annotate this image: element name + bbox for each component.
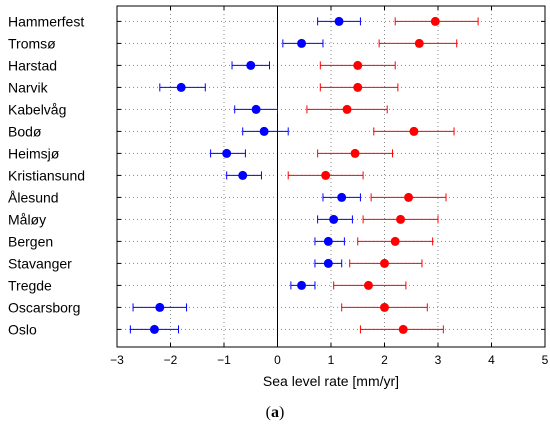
data-point bbox=[238, 170, 248, 180]
station-label: Narvik bbox=[8, 79, 49, 95]
data-point bbox=[222, 148, 232, 158]
x-tick-label: 2 bbox=[381, 353, 388, 367]
station-label: Hammerfest bbox=[8, 13, 84, 29]
data-point bbox=[398, 324, 408, 334]
data-point bbox=[323, 258, 333, 268]
station-label: Kabelvåg bbox=[8, 101, 66, 117]
x-tick-label: −2 bbox=[164, 353, 178, 367]
x-tick-label: −3 bbox=[110, 353, 124, 367]
data-point bbox=[297, 280, 307, 290]
data-point bbox=[149, 324, 159, 334]
subfigure-letter: a bbox=[271, 404, 279, 421]
x-tick-label: 3 bbox=[435, 353, 442, 367]
data-point bbox=[246, 60, 256, 70]
station-label: Oscarsborg bbox=[8, 299, 80, 315]
station-label: Bodø bbox=[8, 123, 42, 139]
station-label: Tregde bbox=[8, 277, 52, 293]
x-tick-label: 4 bbox=[488, 353, 495, 367]
grid bbox=[117, 6, 545, 347]
data-point bbox=[404, 192, 414, 202]
data-point bbox=[353, 82, 363, 92]
data-point bbox=[297, 38, 307, 48]
data-point bbox=[176, 82, 186, 92]
x-tick-label: −1 bbox=[217, 353, 231, 367]
station-label: Ålesund bbox=[8, 189, 59, 205]
station-label: Kristiansund bbox=[8, 167, 85, 183]
station-label: Stavanger bbox=[8, 255, 72, 271]
station-label: Måløy bbox=[8, 211, 46, 227]
data-point bbox=[323, 236, 333, 246]
data-point bbox=[390, 236, 400, 246]
station-label: Harstad bbox=[8, 57, 57, 73]
station-label: Heimsjø bbox=[8, 145, 60, 161]
data-point bbox=[363, 280, 373, 290]
subfigure-caption: (a) bbox=[265, 404, 285, 421]
data-point bbox=[251, 104, 261, 114]
data-point bbox=[155, 302, 165, 312]
series-layer bbox=[129, 16, 479, 334]
data-point bbox=[329, 214, 339, 224]
data-point bbox=[334, 16, 344, 26]
data-point bbox=[321, 170, 331, 180]
x-tick-label: 1 bbox=[328, 353, 335, 367]
station-label: Oslo bbox=[8, 321, 37, 337]
data-point bbox=[342, 104, 352, 114]
data-point bbox=[350, 148, 360, 158]
data-point bbox=[259, 126, 269, 136]
errorbar-chart: Hammerfest Tromsø Harstad Narvik Kabelvåg Bod… bbox=[8, 5, 549, 389]
data-point bbox=[396, 214, 406, 224]
data-point bbox=[414, 38, 424, 48]
series-0 bbox=[129, 16, 361, 334]
data-point bbox=[380, 302, 389, 312]
data-point bbox=[337, 192, 347, 202]
data-point bbox=[380, 258, 389, 268]
y-tick-labels: Hammerfest Tromsø Harstad Narvik Kabelvåg Bod… bbox=[8, 13, 545, 337]
x-tick-labels: −3 −2 −1 0 1 2 3 4 5 bbox=[110, 6, 549, 367]
data-point bbox=[353, 60, 363, 70]
x-tick-label: 5 bbox=[542, 353, 549, 367]
x-axis-label: Sea level rate [mm/yr] bbox=[263, 373, 399, 389]
plot-frame bbox=[116, 5, 546, 348]
series-1 bbox=[287, 16, 479, 334]
x-tick-label: 0 bbox=[274, 353, 281, 367]
data-point bbox=[430, 16, 440, 26]
data-point bbox=[409, 126, 419, 136]
station-label: Tromsø bbox=[8, 35, 56, 51]
station-label: Bergen bbox=[8, 233, 53, 249]
